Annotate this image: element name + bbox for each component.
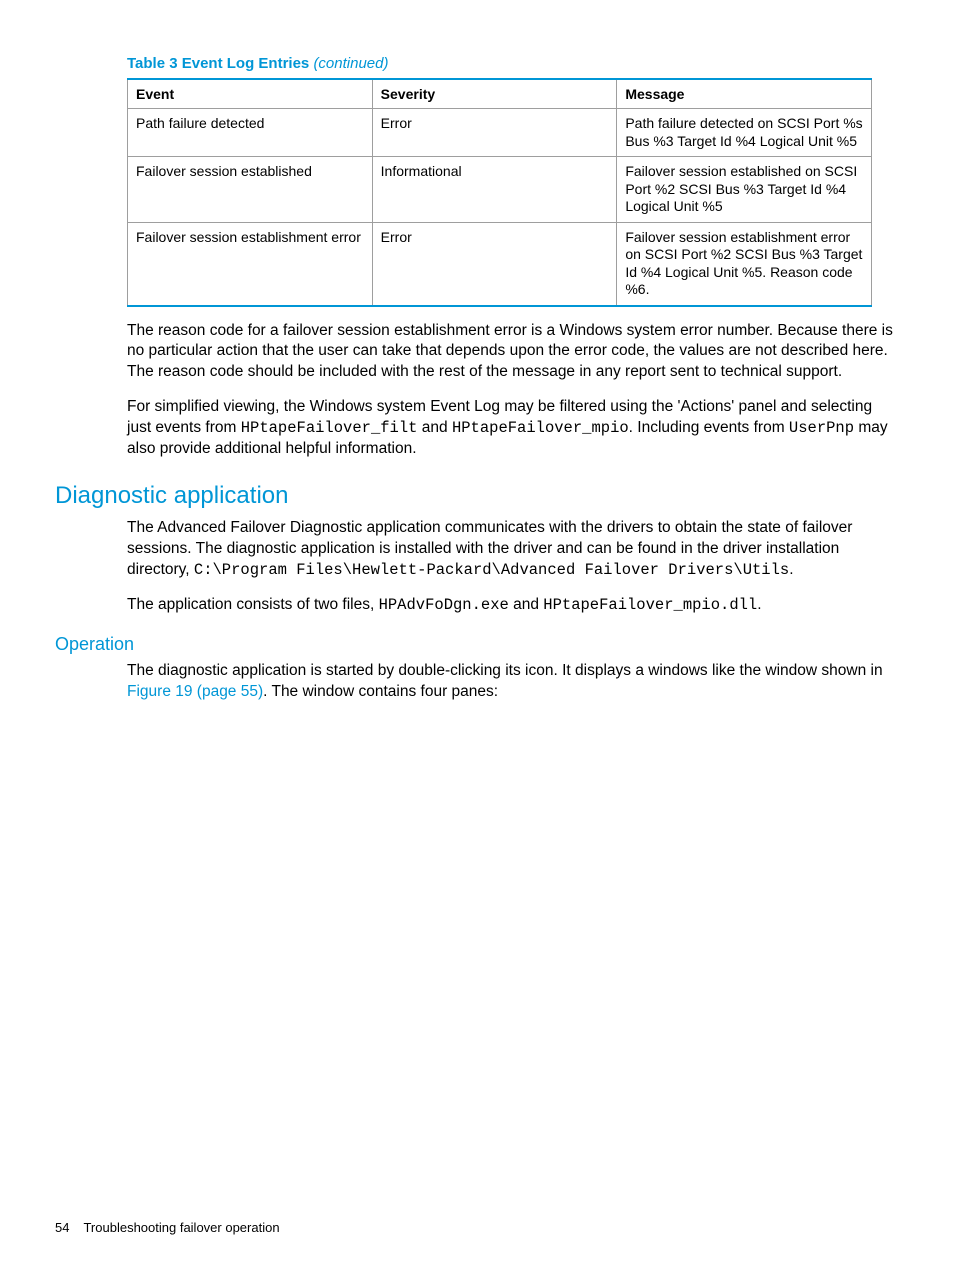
text: and — [509, 596, 543, 613]
col-header-message: Message — [617, 79, 872, 109]
text: and — [417, 419, 451, 436]
text: The diagnostic application is started by… — [127, 662, 883, 679]
code-dll: HPtapeFailover_mpio.dll — [543, 596, 757, 614]
page-content: Table 3 Event Log Entries (continued) Ev… — [0, 0, 954, 703]
cell-message: Failover session establishment error on … — [617, 222, 872, 306]
page-footer: 54 Troubleshooting failover operation — [55, 1220, 280, 1235]
table-row: Failover session established Information… — [128, 157, 872, 223]
cell-severity: Error — [372, 109, 617, 157]
table-caption-italic: (continued) — [313, 55, 388, 72]
cell-event: Path failure detected — [128, 109, 373, 157]
cell-severity: Informational — [372, 157, 617, 223]
heading-diagnostic-application: Diagnostic application — [55, 482, 894, 510]
paragraph-operation: The diagnostic application is started by… — [127, 661, 894, 703]
text: . The window contains four panes: — [263, 683, 498, 700]
table-caption: Table 3 Event Log Entries (continued) — [55, 55, 894, 72]
paragraph-filtering: For simplified viewing, the Windows syst… — [127, 397, 894, 460]
heading-operation: Operation — [55, 634, 894, 655]
text: . — [789, 561, 793, 578]
cell-event: Failover session established — [128, 157, 373, 223]
footer-title: Troubleshooting failover operation — [83, 1220, 279, 1235]
cell-message: Failover session established on SCSI Por… — [617, 157, 872, 223]
page-number: 54 — [55, 1220, 69, 1235]
code-filt: HPtapeFailover_filt — [241, 419, 418, 437]
code-install-dir: C:\Program Files\Hewlett-Packard\Advance… — [194, 561, 789, 579]
cell-event: Failover session establishment error — [128, 222, 373, 306]
paragraph-reason-code: The reason code for a failover session e… — [127, 321, 894, 384]
col-header-event: Event — [128, 79, 373, 109]
text: The application consists of two files, — [127, 596, 379, 613]
code-userpnp: UserPnp — [789, 419, 854, 437]
cell-message: Path failure detected on SCSI Port %s Bu… — [617, 109, 872, 157]
xref-figure-19[interactable]: Figure 19 (page 55) — [127, 683, 263, 700]
paragraph-diag-files: The application consists of two files, H… — [127, 595, 894, 616]
paragraph-diag-intro: The Advanced Failover Diagnostic applica… — [127, 518, 894, 581]
text: . Including events from — [629, 419, 789, 436]
code-exe: HPAdvFoDgn.exe — [379, 596, 509, 614]
table-caption-bold: Table 3 Event Log Entries — [127, 55, 313, 72]
col-header-severity: Severity — [372, 79, 617, 109]
code-mpio: HPtapeFailover_mpio — [452, 419, 629, 437]
text: . — [757, 596, 761, 613]
table-header-row: Event Severity Message — [128, 79, 872, 109]
table-row: Failover session establishment error Err… — [128, 222, 872, 306]
table-row: Path failure detected Error Path failure… — [128, 109, 872, 157]
event-log-table: Event Severity Message Path failure dete… — [127, 78, 872, 307]
cell-severity: Error — [372, 222, 617, 306]
